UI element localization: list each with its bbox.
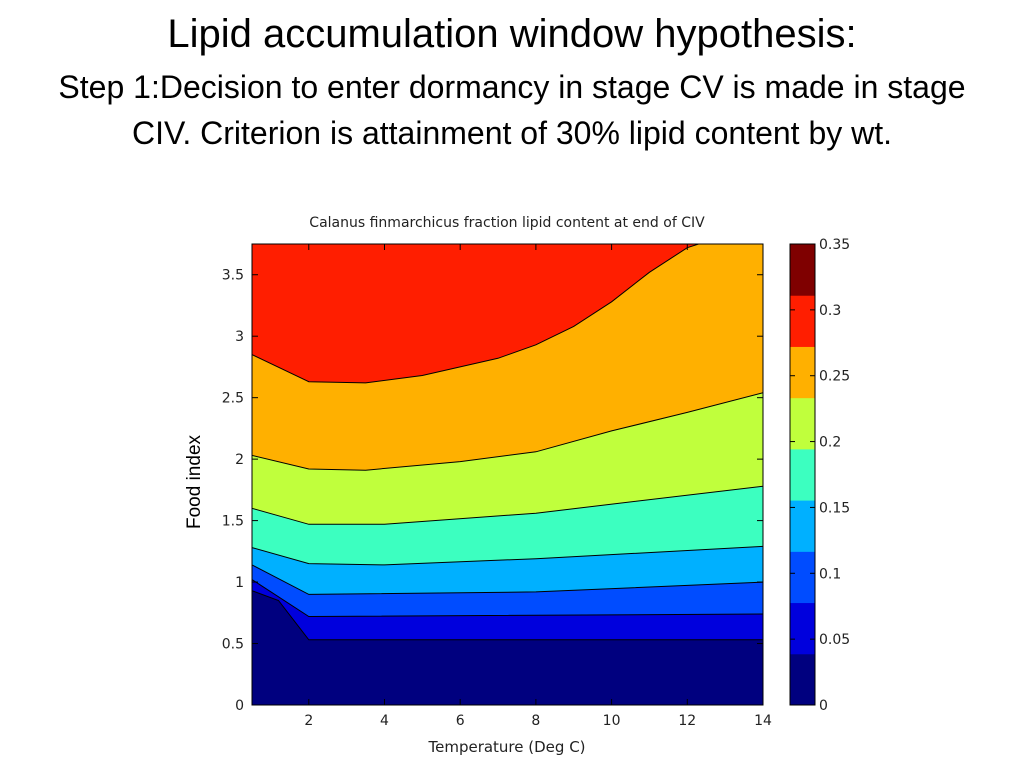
contour-line [252, 244, 701, 384]
colorbar-segment [790, 244, 815, 296]
y-tick-label: 0 [235, 698, 244, 714]
x-tick-label: 10 [603, 713, 621, 729]
colorbar-segment [790, 295, 815, 347]
chart-title: Calanus finmarchicus fraction lipid cont… [309, 215, 705, 231]
colorbar-tick-label: 0 [819, 698, 828, 714]
colorbar-tick-label: 0.25 [819, 369, 850, 385]
x-tick-label: 8 [531, 713, 540, 729]
colorbar-segment [790, 551, 815, 604]
contour-line [252, 590, 763, 641]
colorbar: 0 0.05 0.1 0.15 0.2 0.25 0.3 0.35 [789, 237, 850, 714]
colorbar-tick-label: 0.35 [819, 237, 850, 253]
y-tick-label: 3.5 [222, 268, 244, 284]
x-tick-label: 14 [754, 713, 772, 729]
colorbar-segment [790, 346, 815, 399]
y-tick-label: 0.5 [222, 637, 244, 653]
contour-line [252, 485, 763, 525]
contour-line [252, 545, 763, 566]
x-tick-label: 2 [304, 713, 313, 729]
colorbar-segment [790, 448, 815, 501]
y-tick-label: 2.5 [222, 391, 244, 407]
x-tick-label: 6 [456, 713, 465, 729]
y-tick-label: 1.5 [222, 514, 244, 530]
plot-axes: 2 4 6 8 10 12 14 0 0.5 1 1.5 2 2.5 3 3.5 [222, 243, 772, 729]
x-axis-label: Temperature (Deg C) [427, 738, 585, 756]
contour-line [252, 392, 763, 471]
colorbar-segment [790, 602, 815, 655]
x-tick-label: 4 [380, 713, 389, 729]
colorbar-tick-label: 0.15 [819, 500, 850, 516]
colorbar-tick-label: 0.05 [819, 632, 850, 648]
contour-line [252, 564, 763, 595]
y-tick-label: 2 [235, 452, 244, 468]
colorbar-tick-label: 0.2 [819, 435, 841, 451]
x-tick-label: 12 [678, 713, 696, 729]
colorbar-tick-label: 0.1 [819, 566, 841, 582]
colorbar-segment [790, 397, 815, 450]
y-tick-label: 3 [235, 329, 244, 345]
contour-line [252, 579, 763, 618]
slide-subtitle: Step 1:Decision to enter dormancy in sta… [58, 69, 966, 151]
contour-band [252, 244, 699, 383]
colorbar-frame [789, 243, 816, 706]
slide-title: Lipid accumulation window hypothesis: [167, 12, 857, 56]
colorbar-tick-label: 0.3 [819, 303, 841, 319]
colorbar-segment [790, 500, 815, 552]
plot-frame [251, 243, 764, 706]
colorbar-segment [790, 653, 815, 706]
contour-bands [252, 244, 763, 705]
y-axis-label: Food index [184, 435, 205, 530]
y-tick-label: 1 [235, 575, 244, 591]
